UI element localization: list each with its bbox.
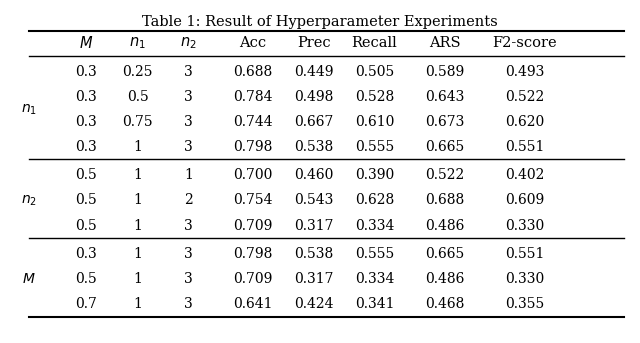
Text: 3: 3	[184, 297, 193, 311]
Text: $n_2$: $n_2$	[180, 36, 197, 51]
Text: 0.424: 0.424	[294, 297, 333, 311]
Text: 0.798: 0.798	[233, 247, 273, 261]
Text: 0.784: 0.784	[233, 90, 273, 104]
Text: 0.665: 0.665	[425, 140, 465, 154]
Text: 0.25: 0.25	[122, 65, 153, 79]
Text: 0.628: 0.628	[355, 193, 394, 208]
Text: 0.555: 0.555	[355, 247, 394, 261]
Text: 3: 3	[184, 65, 193, 79]
Text: 0.641: 0.641	[233, 297, 273, 311]
Text: 0.355: 0.355	[505, 297, 545, 311]
Text: 0.665: 0.665	[425, 247, 465, 261]
Text: 0.334: 0.334	[355, 272, 394, 286]
Text: 3: 3	[184, 140, 193, 154]
Text: 1: 1	[133, 247, 142, 261]
Text: 1: 1	[133, 168, 142, 182]
Text: 0.700: 0.700	[233, 168, 273, 182]
Text: $M$: $M$	[22, 272, 36, 286]
Text: Prec: Prec	[297, 36, 330, 50]
Text: 0.498: 0.498	[294, 90, 333, 104]
Text: $n_1$: $n_1$	[129, 36, 146, 51]
Text: F2-score: F2-score	[493, 36, 557, 50]
Text: 0.334: 0.334	[355, 218, 394, 233]
Text: 0.330: 0.330	[505, 272, 545, 286]
Text: 1: 1	[133, 193, 142, 208]
Text: 0.5: 0.5	[76, 218, 97, 233]
Text: 0.3: 0.3	[76, 140, 97, 154]
Text: 0.555: 0.555	[355, 140, 394, 154]
Text: $n_1$: $n_1$	[20, 102, 37, 117]
Text: 0.589: 0.589	[425, 65, 465, 79]
Text: 1: 1	[133, 140, 142, 154]
Text: 0.486: 0.486	[425, 218, 465, 233]
Text: 0.551: 0.551	[505, 140, 545, 154]
Text: 0.468: 0.468	[425, 297, 465, 311]
Text: 0.551: 0.551	[505, 247, 545, 261]
Text: 1: 1	[133, 297, 142, 311]
Text: 3: 3	[184, 218, 193, 233]
Text: 0.667: 0.667	[294, 115, 333, 129]
Text: 0.3: 0.3	[76, 65, 97, 79]
Text: 0.744: 0.744	[233, 115, 273, 129]
Text: Table 1: Result of Hyperparameter Experiments: Table 1: Result of Hyperparameter Experi…	[142, 15, 498, 29]
Text: 0.402: 0.402	[505, 168, 545, 182]
Text: 0.610: 0.610	[355, 115, 394, 129]
Text: 0.709: 0.709	[233, 272, 273, 286]
Text: 0.543: 0.543	[294, 193, 333, 208]
Text: 0.390: 0.390	[355, 168, 394, 182]
Text: 0.522: 0.522	[425, 168, 465, 182]
Text: 0.341: 0.341	[355, 297, 394, 311]
Text: 0.798: 0.798	[233, 140, 273, 154]
Text: 0.620: 0.620	[505, 115, 545, 129]
Text: 0.709: 0.709	[233, 218, 273, 233]
Text: 2: 2	[184, 193, 193, 208]
Text: 3: 3	[184, 115, 193, 129]
Text: 0.3: 0.3	[76, 247, 97, 261]
Text: 3: 3	[184, 247, 193, 261]
Text: 0.522: 0.522	[505, 90, 545, 104]
Text: 0.538: 0.538	[294, 140, 333, 154]
Text: $n_2$: $n_2$	[20, 193, 37, 208]
Text: 0.493: 0.493	[505, 65, 545, 79]
Text: 0.75: 0.75	[122, 115, 153, 129]
Text: 0.330: 0.330	[505, 218, 545, 233]
Text: 0.5: 0.5	[127, 90, 148, 104]
Text: 0.317: 0.317	[294, 272, 333, 286]
Text: 0.460: 0.460	[294, 168, 333, 182]
Text: 0.7: 0.7	[76, 297, 97, 311]
Text: 1: 1	[133, 272, 142, 286]
Text: 3: 3	[184, 90, 193, 104]
Text: 0.688: 0.688	[233, 65, 273, 79]
Text: 1: 1	[133, 218, 142, 233]
Text: Recall: Recall	[351, 36, 397, 50]
Text: 0.505: 0.505	[355, 65, 394, 79]
Text: 0.688: 0.688	[425, 193, 465, 208]
Text: 0.3: 0.3	[76, 90, 97, 104]
Text: 0.486: 0.486	[425, 272, 465, 286]
Text: 0.317: 0.317	[294, 218, 333, 233]
Text: 0.538: 0.538	[294, 247, 333, 261]
Text: Acc: Acc	[239, 36, 266, 50]
Text: 0.609: 0.609	[505, 193, 545, 208]
Text: 0.5: 0.5	[76, 272, 97, 286]
Text: ARS: ARS	[429, 36, 461, 50]
Text: 0.449: 0.449	[294, 65, 333, 79]
Text: $M$: $M$	[79, 35, 93, 51]
Text: 0.528: 0.528	[355, 90, 394, 104]
Text: 0.3: 0.3	[76, 115, 97, 129]
Text: 0.5: 0.5	[76, 168, 97, 182]
Text: 1: 1	[184, 168, 193, 182]
Text: 0.643: 0.643	[425, 90, 465, 104]
Text: 0.5: 0.5	[76, 193, 97, 208]
Text: 0.673: 0.673	[425, 115, 465, 129]
Text: 0.754: 0.754	[233, 193, 273, 208]
Text: 3: 3	[184, 272, 193, 286]
